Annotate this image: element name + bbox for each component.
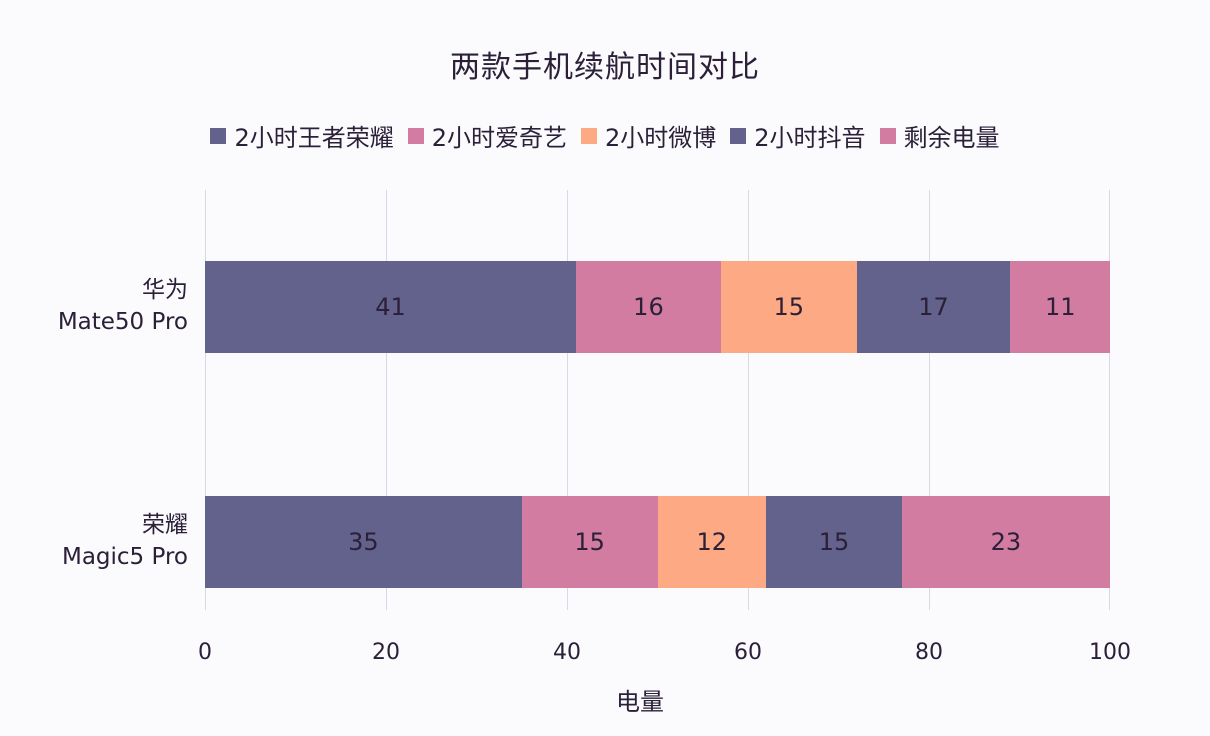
x-tick-label: 80	[915, 640, 943, 665]
bar-segment: 15	[766, 496, 902, 588]
x-tick-label: 60	[734, 640, 762, 665]
gridline	[748, 190, 749, 610]
legend-label: 2小时王者荣耀	[234, 124, 394, 152]
category-label-huawei: 华为 Mate50 Pro	[10, 274, 188, 338]
legend-swatch-icon	[879, 127, 896, 144]
gridline	[386, 190, 387, 610]
x-tick-label: 40	[553, 640, 581, 665]
category-brand: 华为	[142, 277, 188, 303]
bar-segment: 35	[205, 496, 522, 588]
legend-item-remaining: 剩余电量	[879, 118, 1000, 153]
bar-segment: 11	[1010, 261, 1110, 353]
bar-segment: 15	[720, 261, 857, 353]
gridline	[1109, 190, 1110, 610]
bar-segment: 12	[657, 496, 767, 588]
category-model: Mate50 Pro	[57, 309, 188, 335]
x-tick-label: 20	[372, 640, 400, 665]
bar-honor: 35 15 12 15 23	[205, 496, 1110, 588]
legend-item-weibo: 2小时微博	[581, 118, 716, 153]
legend-label: 剩余电量	[903, 124, 1000, 152]
bar-huawei: 41 16 15 17 11	[205, 261, 1110, 353]
x-axis-title: 电量	[616, 688, 664, 716]
legend-swatch-icon	[407, 127, 424, 144]
legend-swatch-icon	[730, 127, 747, 144]
legend-swatch-icon	[581, 127, 597, 144]
x-tick-label: 100	[1089, 640, 1131, 665]
x-tick-label: 0	[198, 640, 212, 665]
bar-segment: 16	[576, 261, 721, 353]
bar-segment: 15	[521, 496, 658, 588]
gridline	[205, 190, 206, 610]
gridline	[567, 190, 568, 610]
category-brand: 荣耀	[142, 512, 188, 538]
bar-segment: 41	[205, 261, 577, 353]
gridline	[929, 190, 930, 610]
chart-title: 两款手机续航时间对比	[450, 50, 760, 85]
chart-legend: 2小时王者荣耀 2小时爱奇艺 2小时微博 2小时抖音 剩余电量	[0, 118, 1210, 153]
legend-item-honor-of-kings: 2小时王者荣耀	[210, 118, 394, 153]
legend-item-iqiyi: 2小时爱奇艺	[407, 118, 567, 153]
legend-label: 2小时抖音	[754, 124, 866, 152]
legend-item-douyin: 2小时抖音	[730, 118, 866, 153]
category-label-honor: 荣耀 Magic5 Pro	[10, 509, 188, 573]
bar-segment: 17	[856, 261, 1011, 353]
legend-swatch-icon	[210, 127, 227, 144]
legend-label: 2小时微博	[605, 124, 717, 152]
plot-area: 41 16 15 17 11 35 15 12 15 23	[205, 190, 1110, 610]
legend-label: 2小时爱奇艺	[431, 124, 567, 152]
category-model: Magic5 Pro	[61, 544, 188, 570]
bar-segment: 23	[901, 496, 1110, 588]
